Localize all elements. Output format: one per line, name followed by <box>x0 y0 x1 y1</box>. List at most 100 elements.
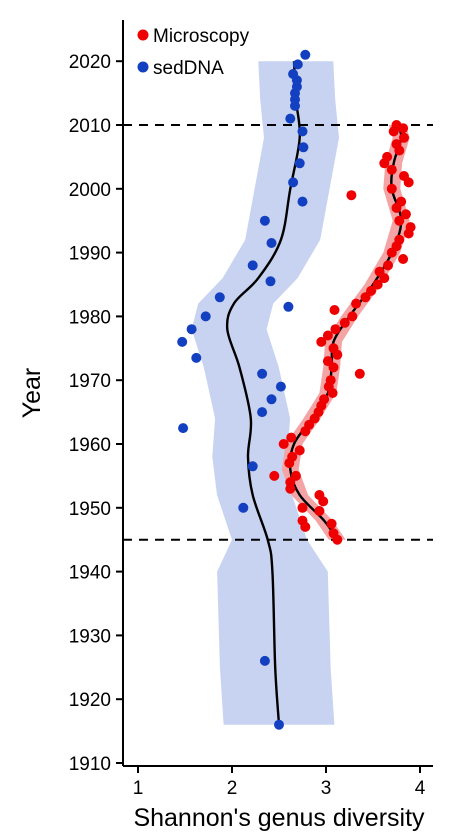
seddna-point <box>259 215 270 226</box>
microscopy-point <box>400 209 411 220</box>
seddna-point <box>285 113 296 124</box>
y-tick-label-1930: 1930 <box>69 626 111 647</box>
microscopy-point <box>328 343 339 354</box>
axes <box>122 20 433 767</box>
microscopy-point <box>347 311 358 322</box>
microscopy-point <box>396 196 407 207</box>
microscopy-point <box>269 470 280 481</box>
microscopy-point <box>326 518 337 529</box>
microscopy-point <box>325 375 336 386</box>
microscopy-point <box>394 234 405 245</box>
microscopy-point <box>386 164 397 175</box>
seddna-point <box>298 142 309 153</box>
legend-label-microscopy: Microscopy <box>153 26 250 47</box>
seddna-point <box>288 69 299 79</box>
y-tick-label-1960: 1960 <box>69 435 111 456</box>
y-tick-label-1950: 1950 <box>69 499 111 520</box>
microscopy-point <box>398 254 409 264</box>
y-tick-label-1940: 1940 <box>69 563 111 584</box>
seddna-point <box>288 177 299 188</box>
seddna-point <box>300 49 311 60</box>
seddna-point <box>297 126 308 137</box>
microscopy-confidence-band <box>281 125 410 540</box>
microscopy-point <box>374 266 385 277</box>
microscopy-point <box>394 215 405 226</box>
x-tick-label-2: 2 <box>227 778 238 799</box>
microscopy-point <box>351 298 362 309</box>
microscopy-point <box>286 432 297 443</box>
seddna-point <box>266 394 277 405</box>
y-tick-label-1910: 1910 <box>69 754 111 775</box>
ticks: 1910 1920 1930 1940 1950 1960 1970 1980 1990 2000… <box>69 52 426 799</box>
y-axis-title: Year <box>18 368 46 419</box>
y-tick-label-1990: 1990 <box>69 244 111 265</box>
microscopy-point <box>314 506 325 516</box>
y-tick-label-1980: 1980 <box>69 307 111 328</box>
x-tick-label-4: 4 <box>415 778 426 799</box>
microscopy-point <box>366 285 377 296</box>
seddna-point <box>191 352 202 363</box>
microscopy-point <box>391 120 402 130</box>
seddna-point <box>200 311 211 322</box>
y-tick-label-2000: 2000 <box>69 180 111 201</box>
microscopy-point <box>386 183 397 194</box>
legend-marker-seddna <box>137 61 149 73</box>
seddna-point <box>294 158 305 169</box>
microscopy-point <box>322 330 333 341</box>
microscopy-point <box>330 324 341 335</box>
microscopy-point <box>405 222 416 233</box>
seddna-point <box>178 423 189 434</box>
microscopy-point <box>399 132 409 143</box>
microscopy-point <box>383 260 393 271</box>
seddna-point <box>247 461 258 472</box>
microscopy-point <box>354 368 365 379</box>
seddna-point <box>266 238 277 248</box>
legend: Microscopy sedDNA <box>137 26 250 79</box>
seddna-point <box>247 260 258 271</box>
microscopy-point <box>346 190 357 201</box>
microscopy-point <box>316 336 327 347</box>
microscopy-point <box>278 439 289 449</box>
microscopy-point <box>314 490 325 500</box>
seddna-point <box>257 407 268 418</box>
y-tick-label-2010: 2010 <box>69 116 111 137</box>
microscopy-point <box>297 515 308 526</box>
x-tick-label-3: 3 <box>321 778 332 799</box>
microscopy-point <box>319 394 330 405</box>
microscopy-point <box>339 317 350 328</box>
seddna-point <box>292 59 303 70</box>
data-points <box>177 49 416 730</box>
seddna-confidence-band <box>191 61 339 725</box>
microscopy-point <box>297 502 308 513</box>
microscopy-point <box>328 528 339 539</box>
legend-marker-microscopy <box>137 29 149 41</box>
microscopy-point <box>372 279 383 290</box>
legend-label-seddna: sedDNA <box>153 58 224 79</box>
microscopy-point <box>329 305 340 315</box>
reference-lines <box>123 124 433 541</box>
microscopy-point <box>294 445 305 456</box>
seddna-point <box>177 336 188 347</box>
microscopy-point <box>322 356 333 367</box>
seddna-point <box>238 502 249 513</box>
seddna-point <box>283 301 294 312</box>
seddna-point <box>297 196 308 207</box>
microscopy-point <box>287 451 298 462</box>
seddna-point <box>214 292 225 303</box>
seddna-point <box>259 655 270 666</box>
microscopy-point <box>290 470 301 481</box>
seddna-point <box>186 324 197 335</box>
seddna-point <box>265 276 276 287</box>
microscopy-point <box>382 151 393 162</box>
x-tick-label-1: 1 <box>133 778 144 799</box>
microscopy-point <box>399 171 409 181</box>
seddna-point <box>257 368 268 379</box>
x-axis-title: Shannon's genus diversity <box>133 804 425 832</box>
seddna-point <box>274 719 284 730</box>
microscopy-point <box>391 139 402 150</box>
y-tick-label-2020: 2020 <box>69 52 111 73</box>
seddna-point <box>275 381 286 392</box>
y-tick-label-1920: 1920 <box>69 690 111 711</box>
confidence-bands <box>191 61 410 725</box>
